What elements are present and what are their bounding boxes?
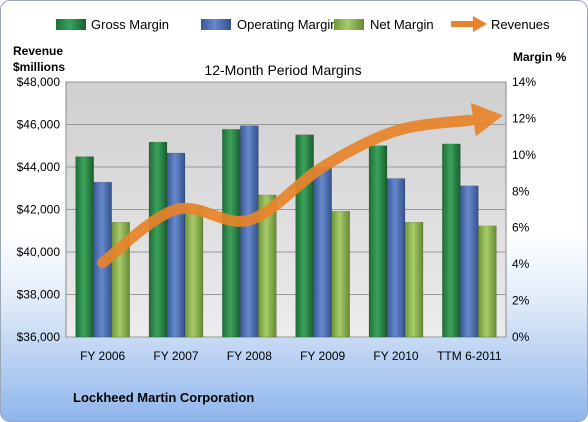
legend-swatch-revenues [451,16,487,32]
left-tick-label: $48,000 [17,75,61,89]
right-tick-label: 14% [512,75,536,89]
left-axis-title-line2: $millions [13,60,65,74]
right-tick-label: 4% [512,257,530,271]
legend-swatch-gross-margin [56,19,86,30]
left-tick-label: $36,000 [17,330,61,344]
bar-net-margin [184,205,204,338]
revenue-line [97,102,503,269]
bars [75,125,497,338]
bar-gross-margin [75,156,94,338]
left-axis-title-line1: Revenue [13,44,63,58]
bar-net-margin [404,222,424,338]
x-tick-label: FY 2007 [153,349,198,363]
left-tick-label: $42,000 [17,203,61,217]
bar-gross-margin [442,143,461,338]
bar-operating-margin [313,167,332,338]
x-tick-label: FY 2008 [227,349,272,363]
left-tick-label: $44,000 [17,160,61,174]
right-tick-label: 2% [512,294,530,308]
legend-swatch-net-margin [334,19,364,30]
right-tick-label: 6% [512,221,530,235]
x-axis-ticks: FY 2006 FY 2007 FY 2008 FY 2009 FY 2010 TTM 6… [80,349,502,363]
x-tick-label: FY 2010 [373,349,418,363]
bar-net-margin [478,225,497,338]
bar-net-margin [331,211,350,338]
bar-gross-margin [148,141,168,338]
bar-gross-margin [295,134,314,338]
right-axis-ticks: 0% 2% 4% 6% 8% 10% 12% 14% [512,75,536,344]
right-tick-label: 12% [512,111,536,125]
left-tick-label: $46,000 [17,118,61,132]
legend-swatch-operating-margin [201,19,231,30]
left-tick-label: $40,000 [17,245,61,259]
legend-label-gross-margin: Gross Margin [91,17,169,32]
bar-operating-margin [166,152,186,338]
company-name: Lockheed Martin Corporation [73,390,254,405]
bar-gross-margin [368,145,388,338]
legend: Gross Margin Operating Margin Net Margin… [56,16,550,32]
x-tick-label: TTM 6-2011 [437,349,502,363]
legend-label-operating-margin: Operating Margin [237,17,337,32]
right-tick-label: 10% [512,148,536,162]
bar-operating-margin [460,185,479,338]
bar-operating-margin [240,125,259,338]
bar-operating-margin [386,178,406,338]
revenue-curve [97,114,475,269]
x-tick-label: FY 2009 [300,349,345,363]
chart-title: 12-Month Period Margins [204,62,361,78]
right-tick-label: 0% [512,330,530,344]
bar-gross-margin [222,129,241,338]
left-tick-label: $38,000 [17,288,61,302]
left-axis-ticks: $36,000 $38,000 $40,000 $42,000 $44,000 $46,0… [17,75,61,344]
x-tick-label: FY 2006 [80,349,125,363]
legend-label-net-margin: Net Margin [370,17,434,32]
bar-net-margin [258,194,277,338]
right-axis-title: Margin % [513,50,567,64]
revenue-arrowhead [470,102,503,137]
right-tick-label: 8% [512,184,530,198]
legend-label-revenues: Revenues [491,17,550,32]
